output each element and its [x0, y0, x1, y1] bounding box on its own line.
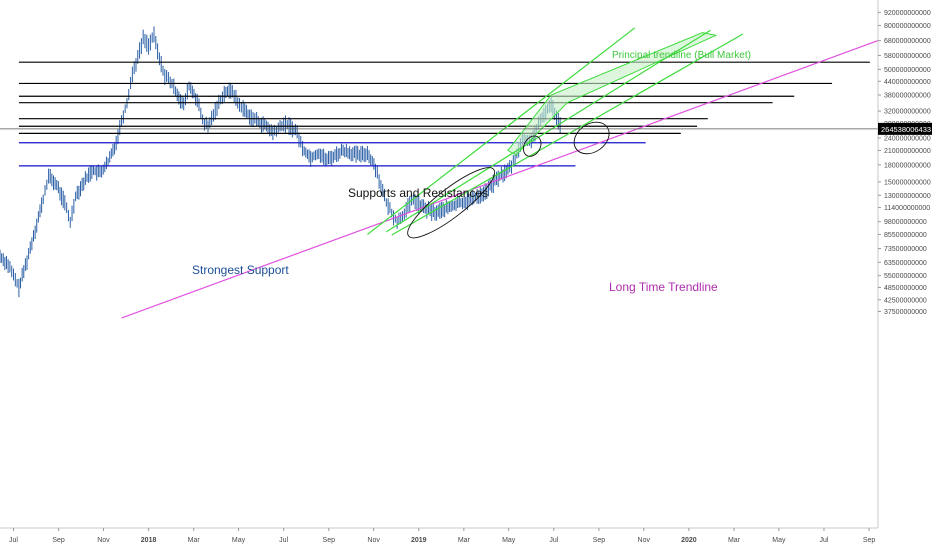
x-tick-label: Mar: [188, 537, 201, 544]
x-tick-label: Nov: [367, 537, 380, 544]
y-tick-label: 210000000000: [884, 148, 931, 155]
y-tick-label: 114000000000: [884, 205, 930, 212]
bull-channel-line: [391, 33, 744, 236]
y-tick-label: 180000000000: [884, 162, 931, 169]
highlight-ellipse: [407, 167, 496, 239]
x-tick-label: May: [232, 537, 246, 544]
y-tick-label: 800000000000: [884, 23, 931, 30]
x-tick-label: Jul: [279, 537, 288, 544]
x-tick-label: Jul: [549, 537, 558, 544]
y-tick-label: 440000000000: [884, 79, 931, 86]
y-tick-label: 150000000000: [884, 179, 931, 186]
y-tick-label: 48500000000: [884, 285, 927, 292]
x-tick-label: 2020: [681, 537, 697, 544]
x-tick-label: Mar: [458, 537, 471, 544]
y-tick-label: 37500000000: [884, 309, 927, 316]
annotation-long-time-trendline: Long Time Trendline: [609, 280, 718, 294]
current-price-label: 264538006433: [881, 125, 931, 134]
x-tick-label: Sep: [52, 537, 65, 544]
x-tick-label: 2018: [141, 537, 157, 544]
x-tick-label: Sep: [593, 537, 606, 544]
annotation-supports-resistances: Supports and Resistances: [348, 186, 488, 200]
y-tick-label: 240000000000: [884, 135, 931, 142]
y-tick-label: 55000000000: [884, 273, 927, 280]
x-tick-label: May: [502, 537, 516, 544]
x-tick-label: Sep: [863, 537, 876, 544]
y-tick-label: 73500000000: [884, 246, 927, 253]
y-tick-label: 680000000000: [884, 38, 931, 45]
y-tick-label: 98000000000: [884, 219, 927, 226]
y-tick-label: 920000000000: [884, 10, 931, 17]
bull-channel-line: [367, 27, 636, 235]
x-tick-label: May: [772, 537, 786, 544]
x-tick-label: Nov: [638, 537, 651, 544]
y-tick-label: 500000000000: [884, 67, 931, 74]
y-tick-label: 85500000000: [884, 232, 927, 239]
y-tick-label: 63500000000: [884, 260, 927, 267]
bull-channel-line: [386, 29, 711, 233]
highlight-ellipse: [522, 135, 542, 157]
y-tick-label: 42500000000: [884, 297, 927, 304]
y-tick-label: 130000000000: [884, 193, 931, 200]
x-tick-label: Jul: [9, 537, 18, 544]
annotation-bull-market: Principal trendline (Bull Market): [612, 50, 751, 61]
y-tick-label: 380000000000: [884, 93, 931, 100]
x-tick-label: Sep: [323, 537, 336, 544]
highlight-ellipse: [573, 121, 610, 155]
current-price-badge: [878, 122, 932, 135]
long-time-trendline: [121, 40, 879, 319]
y-tick-label: 320000000000: [884, 109, 931, 116]
annotation-strongest-support: Strongest Support: [192, 263, 289, 277]
bull-channel-fill: [507, 32, 718, 156]
x-tick-label: Mar: [728, 537, 741, 544]
x-tick-label: 2019: [411, 537, 427, 544]
y-tick-label: 580000000000: [884, 53, 931, 60]
x-tick-label: Nov: [97, 537, 110, 544]
x-tick-label: Jul: [819, 537, 828, 544]
